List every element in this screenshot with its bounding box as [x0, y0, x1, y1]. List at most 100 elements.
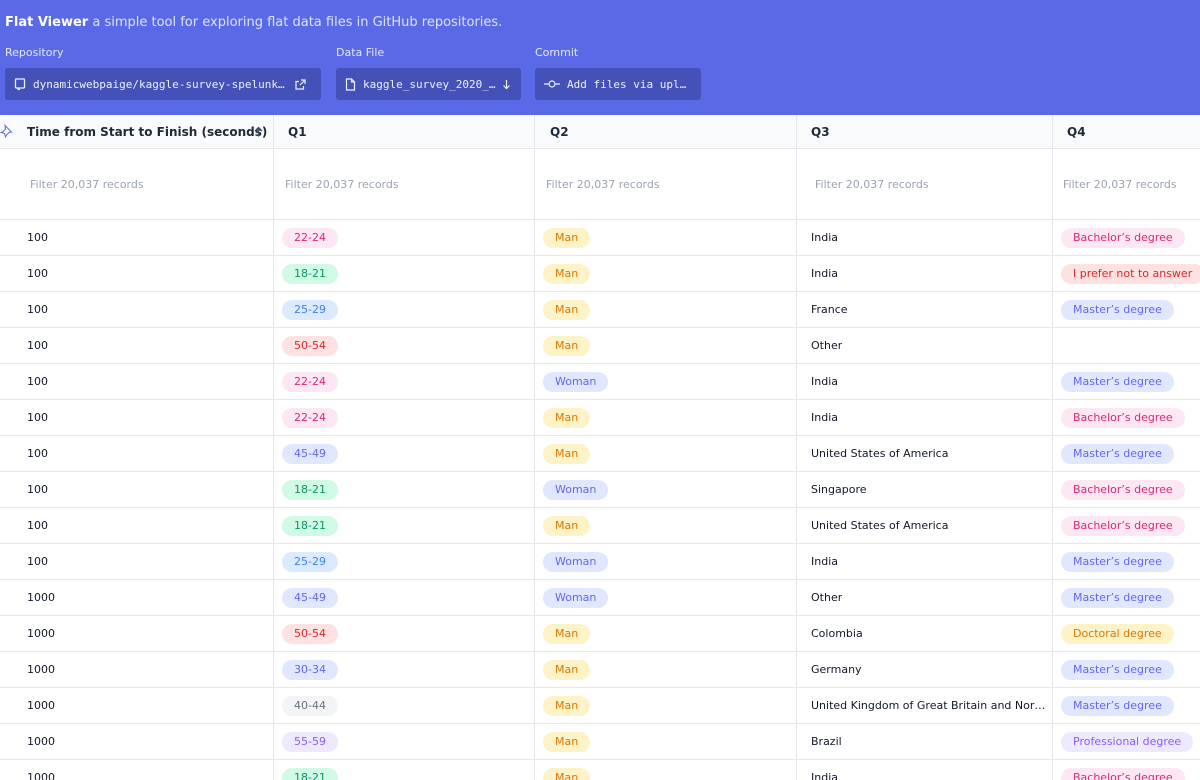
table-row[interactable]: 100 50-54 Man Other: [0, 328, 1200, 364]
table-cell: 50-54: [282, 616, 522, 651]
cell-text: United States of America: [811, 447, 949, 460]
table-cell: 100: [27, 328, 267, 363]
column-header-q3[interactable]: Q3: [811, 125, 830, 139]
table-row[interactable]: 1000 30-34 Man Germany Master’s degree: [0, 652, 1200, 688]
table-row[interactable]: 1000 55-59 Man Brazil Professional degree: [0, 724, 1200, 760]
cell-text: India: [811, 375, 838, 388]
column-divider: [273, 115, 274, 780]
value-pill: 22-24: [282, 407, 338, 428]
cell-text: 100: [27, 447, 48, 460]
column-header-time-label: Time from Start to Finish (seconds): [27, 125, 268, 139]
column-header-time[interactable]: Time from Start to Finish (seconds): [0, 115, 273, 149]
data-file-selector[interactable]: kaggle_survey_2020_…: [336, 68, 521, 100]
commit-selector[interactable]: Add files via upload: [535, 68, 701, 100]
filter-cell-time: [30, 149, 230, 220]
value-pill: Man: [543, 263, 591, 284]
repository-selector[interactable]: dynamicwebpaige/kaggle-survey-spelunking: [5, 68, 321, 100]
table-cell: Man: [543, 292, 783, 327]
commit-label: Commit: [535, 46, 579, 59]
value-pill: Bachelor’s degree: [1061, 767, 1185, 780]
external-link-icon[interactable]: [295, 78, 306, 90]
table-row[interactable]: 100 18-21 Man India I prefer not to answer: [0, 256, 1200, 292]
filter-input-q4[interactable]: [1063, 178, 1200, 191]
table-row[interactable]: 1000 50-54 Man Colombia Doctoral degree: [0, 616, 1200, 652]
filter-cell-q1: [285, 149, 485, 220]
sort-arrow-up-icon[interactable]: [254, 126, 263, 137]
pin-icon[interactable]: [0, 124, 14, 138]
filter-input-q2[interactable]: [546, 178, 746, 191]
cell-text: 1000: [27, 663, 55, 676]
column-header-q1[interactable]: Q1: [288, 125, 307, 139]
data-file-value: kaggle_survey_2020_…: [363, 77, 496, 91]
table-row[interactable]: 100 45-49 Man United States of America Maste…: [0, 436, 1200, 472]
column-header-q4[interactable]: Q4: [1067, 125, 1086, 139]
app-tagline: a simple tool for exploring flat data fi…: [92, 15, 503, 30]
table-cell: 100: [27, 508, 267, 543]
column-divider: [796, 115, 797, 780]
table-row[interactable]: 100 22-24 Woman India Master’s degree: [0, 364, 1200, 400]
value-pill: Man: [543, 335, 591, 356]
value-pill: 22-24: [282, 371, 338, 392]
value-pill: Master’s degree: [1061, 443, 1174, 464]
filter-row: [0, 149, 1200, 220]
cell-text: 100: [27, 267, 48, 280]
value-pill: Man: [543, 695, 591, 716]
table-cell: 22-24: [282, 364, 522, 399]
value-pill: 18-21: [282, 767, 338, 780]
table-row[interactable]: 100 18-21 Man United States of America Bache…: [0, 508, 1200, 544]
table-cell: Professional degree: [1061, 724, 1200, 759]
table-cell: Germany: [811, 652, 1046, 687]
table-cell: Man: [543, 508, 783, 543]
value-pill: 18-21: [282, 515, 338, 536]
table-cell: 25-29: [282, 292, 522, 327]
table-cell: 100: [27, 544, 267, 579]
table-cell: 100: [27, 292, 267, 327]
table-row[interactable]: 1000 18-21 Man India Bachelor’s degree: [0, 760, 1200, 780]
value-pill: 50-54: [282, 623, 338, 644]
table-cell: 25-29: [282, 544, 522, 579]
table-cell: 100: [27, 220, 267, 255]
value-pill: 30-34: [282, 659, 338, 680]
table-cell: Man: [543, 436, 783, 471]
table-cell: India: [811, 364, 1046, 399]
value-pill: Woman: [543, 479, 609, 500]
table-row[interactable]: 100 25-29 Man France Master’s degree: [0, 292, 1200, 328]
table-cell: France: [811, 292, 1046, 327]
table-cell: 100: [27, 256, 267, 291]
table-row[interactable]: 100 22-24 Man India Bachelor’s degree: [0, 400, 1200, 436]
table-cell: Man: [543, 400, 783, 435]
table-cell: 1000: [27, 688, 267, 723]
filter-input-q1[interactable]: [285, 178, 485, 191]
value-pill: 18-21: [282, 479, 338, 500]
table-cell: Man: [543, 724, 783, 759]
table-cell: Master’s degree: [1061, 292, 1200, 327]
cell-text: 1000: [27, 735, 55, 748]
table-row[interactable]: 100 25-29 Woman India Master’s degree: [0, 544, 1200, 580]
filter-input-q3[interactable]: [815, 178, 1015, 191]
table-cell: Man: [543, 256, 783, 291]
cell-text: France: [811, 303, 848, 316]
table-row[interactable]: 100 18-21 Woman Singapore Bachelor’s degree: [0, 472, 1200, 508]
cell-text: India: [811, 555, 838, 568]
table-row[interactable]: 1000 40-44 Man United Kingdom of Great Brit…: [0, 688, 1200, 724]
value-pill: Man: [543, 443, 591, 464]
table-cell: Bachelor’s degree: [1061, 472, 1200, 507]
data-grid: Time from Start to Finish (seconds) Q1 Q…: [0, 115, 1200, 780]
value-pill: Master’s degree: [1061, 299, 1174, 320]
table-cell: 100: [27, 364, 267, 399]
table-cell: Singapore: [811, 472, 1046, 507]
table-row[interactable]: 100 22-24 Man India Bachelor’s degree: [0, 220, 1200, 256]
cell-text: India: [811, 411, 838, 424]
table-cell: 22-24: [282, 220, 522, 255]
value-pill: Man: [543, 623, 591, 644]
table-row[interactable]: 1000 45-49 Woman Other Master’s degree: [0, 580, 1200, 616]
cell-text: Brazil: [811, 735, 842, 748]
cell-text: India: [811, 771, 838, 780]
value-pill: Man: [543, 227, 591, 248]
value-pill: 40-44: [282, 695, 338, 716]
column-header-q2[interactable]: Q2: [550, 125, 569, 139]
filter-input-time[interactable]: [30, 178, 230, 191]
value-pill: Bachelor’s degree: [1061, 515, 1185, 536]
repository-value: dynamicwebpaige/kaggle-survey-spelunking: [33, 77, 289, 91]
table-cell: Bachelor’s degree: [1061, 508, 1200, 543]
